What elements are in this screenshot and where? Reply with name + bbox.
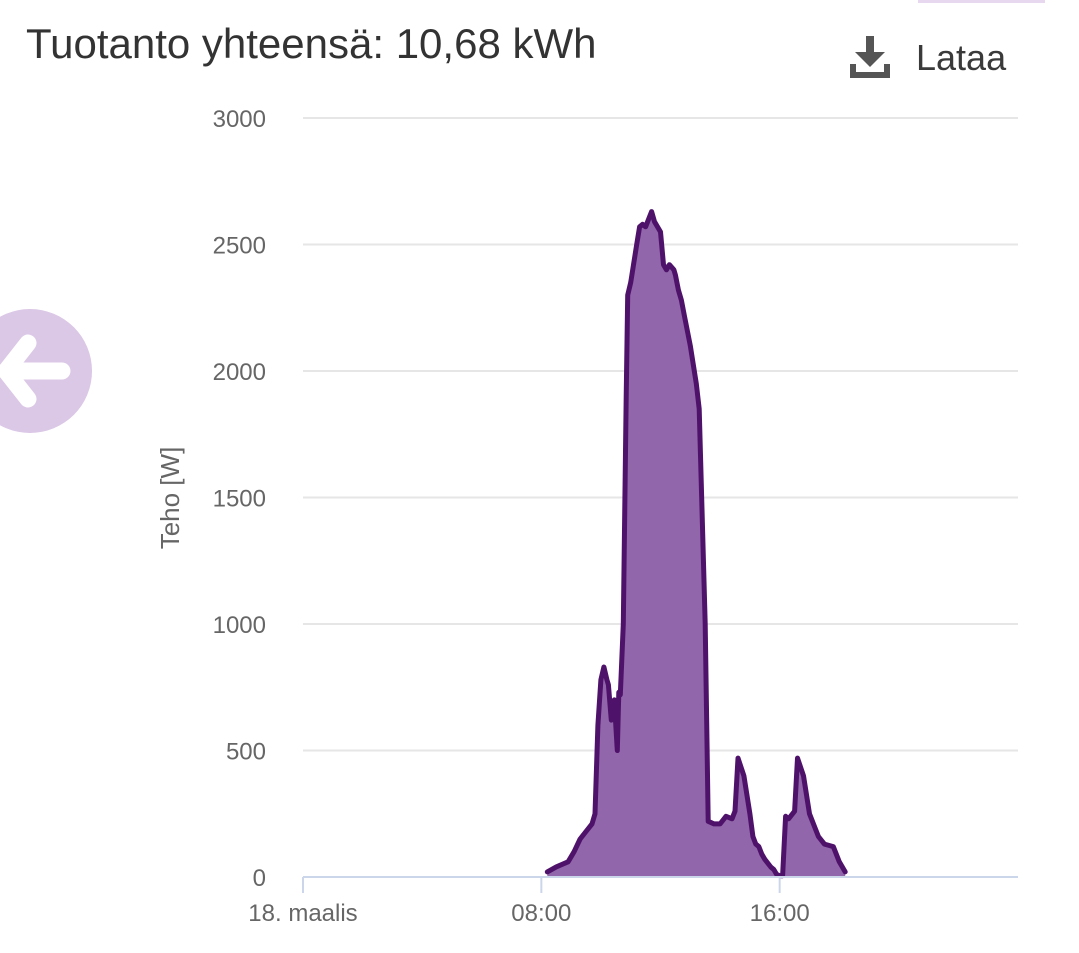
download-icon [850, 36, 890, 78]
page-title: Tuotanto yhteensä: 10,68 kWh [26, 20, 597, 67]
y-tick-label: 1000 [213, 612, 266, 639]
y-tick-labels: 0 500 1000 1500 2000 2500 3000 [213, 106, 266, 892]
y-tick-label: 1500 [213, 486, 266, 513]
x-tick-labels: 18. maalis 08:00 16:00 [248, 900, 809, 927]
top-accent-bar [918, 0, 1045, 3]
x-tick-label: 18. maalis [248, 900, 357, 927]
download-button[interactable]: Lataa [846, 28, 1006, 88]
y-tick-label: 500 [226, 739, 266, 766]
arrow-left-icon [0, 334, 71, 408]
back-button[interactable] [0, 309, 92, 433]
y-tick-label: 2000 [213, 359, 266, 386]
series-line [544, 209, 848, 879]
x-tick-label: 16:00 [750, 900, 810, 927]
y-tick-label: 3000 [213, 106, 266, 133]
series-area [544, 209, 848, 879]
x-axis [302, 876, 1018, 893]
x-tick-label: 08:00 [511, 900, 571, 927]
y-tick-label: 2500 [213, 233, 266, 260]
download-label: Lataa [916, 37, 1007, 78]
y-axis-title: Teho [W] [155, 447, 185, 550]
y-tick-label: 0 [253, 865, 266, 892]
series-area-fill [547, 211, 846, 878]
